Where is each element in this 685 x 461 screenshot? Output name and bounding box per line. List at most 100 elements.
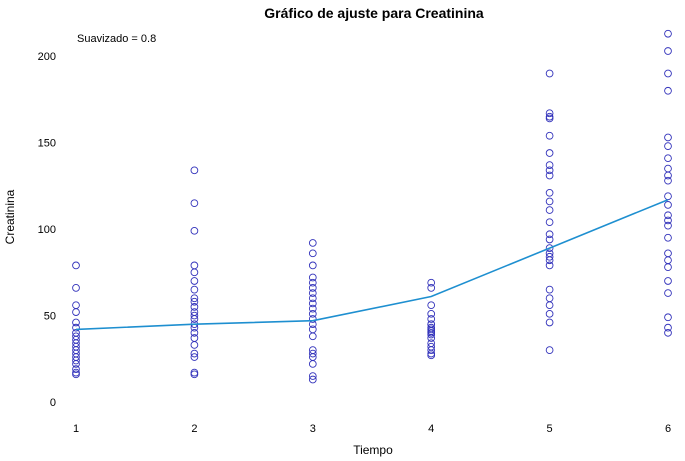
- data-point: [545, 309, 554, 318]
- data-point: [72, 301, 80, 310]
- y-tick-labels: 0 50 100 150 200: [38, 51, 56, 409]
- data-point: [308, 249, 317, 258]
- data-point: [664, 164, 672, 173]
- data-point: [72, 360, 80, 368]
- data-point: [664, 277, 672, 285]
- data-point: [190, 315, 199, 323]
- data-point: [190, 285, 199, 294]
- data-point: [72, 370, 80, 379]
- data-point: [308, 284, 317, 292]
- data-point: [308, 278, 317, 287]
- data-point: [664, 221, 672, 230]
- data-point: [190, 328, 199, 337]
- data-point: [545, 161, 554, 169]
- data-point: [427, 320, 436, 329]
- data-point: [72, 356, 80, 365]
- data-point: [427, 284, 436, 292]
- data-point: [545, 197, 554, 206]
- data-point: [308, 332, 317, 341]
- data-point: [308, 372, 317, 380]
- data-point: [308, 304, 317, 313]
- data-point: [308, 294, 317, 303]
- y-tick-label: 100: [38, 224, 56, 236]
- data-point: [545, 252, 554, 261]
- data-point: [545, 131, 554, 140]
- data-point: [190, 166, 199, 175]
- data-point: [545, 346, 554, 354]
- data-point: [427, 325, 436, 334]
- data-point: [664, 154, 672, 163]
- data-point: [545, 261, 554, 270]
- data-point: [545, 244, 554, 252]
- x-tick-label: 4: [428, 423, 434, 435]
- data-point: [545, 318, 554, 327]
- data-point: [664, 133, 672, 142]
- data-point: [190, 349, 199, 358]
- data-point: [427, 309, 436, 318]
- data-point: [664, 192, 672, 201]
- data-point: [190, 368, 199, 377]
- data-point: [308, 375, 317, 384]
- data-point: [664, 256, 672, 265]
- scatter-points: [72, 29, 672, 384]
- data-point: [545, 206, 554, 214]
- data-point: [664, 176, 672, 185]
- data-point: [664, 263, 672, 271]
- data-point: [545, 109, 554, 118]
- smoothing-annotation: Suavizado = 0.8: [77, 33, 156, 45]
- data-point: [545, 149, 554, 157]
- data-point: [190, 294, 199, 303]
- data-point: [190, 261, 199, 270]
- smoothed-fit-line: [75, 198, 669, 331]
- data-point: [545, 218, 554, 227]
- data-point: [664, 142, 672, 150]
- x-tick-label: 1: [73, 423, 79, 435]
- y-tick-label: 50: [44, 311, 56, 323]
- data-point: [664, 201, 672, 209]
- x-tick-label: 5: [547, 423, 553, 435]
- data-point: [664, 69, 672, 78]
- chart-title: Gráfico de ajuste para Creatinina: [264, 5, 484, 21]
- data-point: [72, 323, 80, 332]
- data-point: [664, 216, 672, 225]
- data-point: [427, 301, 436, 310]
- data-point: [664, 47, 672, 55]
- data-point: [664, 233, 672, 242]
- data-point: [545, 69, 554, 78]
- x-tick-label: 2: [191, 423, 197, 435]
- data-point: [72, 308, 80, 316]
- data-point: [190, 303, 199, 311]
- data-point: [308, 273, 317, 282]
- data-point: [545, 171, 554, 180]
- data-point: [427, 346, 436, 354]
- data-point: [308, 349, 317, 358]
- data-point: [427, 328, 436, 337]
- data-point: [308, 239, 317, 247]
- y-axis-label: Creatinina: [3, 189, 17, 244]
- data-point: [308, 315, 317, 323]
- data-point: [545, 301, 554, 310]
- data-point: [190, 353, 199, 361]
- data-point: [664, 171, 672, 180]
- data-point: [190, 297, 199, 306]
- smoothed-lines: [75, 198, 669, 331]
- data-point: [190, 334, 199, 342]
- data-point: [664, 289, 672, 297]
- x-tick-label: 3: [310, 423, 316, 435]
- data-point: [545, 256, 554, 265]
- data-point: [190, 341, 199, 349]
- data-point: [427, 278, 436, 287]
- data-point: [545, 235, 554, 244]
- data-point: [72, 365, 80, 373]
- data-point: [190, 199, 199, 208]
- data-point: [190, 277, 199, 285]
- data-point: [664, 29, 672, 38]
- data-point: [664, 323, 672, 332]
- data-point: [664, 249, 672, 258]
- data-point: [664, 211, 672, 220]
- x-tick-label: 6: [665, 423, 671, 435]
- data-point: [190, 268, 199, 277]
- data-point: [308, 309, 317, 318]
- data-point: [545, 166, 554, 175]
